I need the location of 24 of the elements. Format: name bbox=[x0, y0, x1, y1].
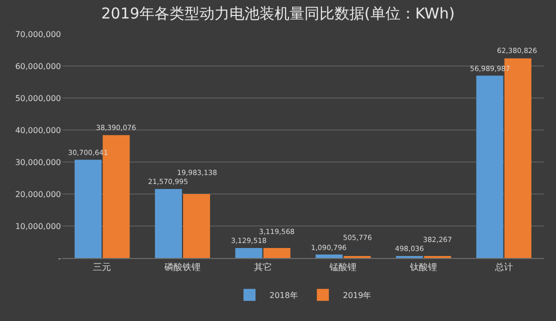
y-tick-label: - bbox=[58, 254, 62, 263]
chart-title: 2019年各类型动力电池装机量同比数据(单位：KWh) bbox=[101, 4, 455, 23]
bar bbox=[154, 188, 182, 258]
bar bbox=[183, 194, 210, 258]
bar bbox=[74, 160, 102, 258]
x-tick-label: 其它 bbox=[254, 262, 272, 273]
bar bbox=[476, 76, 504, 258]
y-tick-label: 60,000,000 bbox=[15, 62, 61, 71]
y-tick-label: 30,000,000 bbox=[15, 158, 61, 167]
bar bbox=[263, 248, 290, 258]
y-tick-label: 10,000,000 bbox=[15, 222, 61, 231]
legend-label: 2018年 bbox=[270, 291, 298, 300]
x-tick-label: 锰酸锂 bbox=[328, 262, 357, 273]
y-tick-label: 40,000,000 bbox=[15, 126, 61, 135]
x-tick-label: 磷酸铁锂 bbox=[164, 262, 200, 273]
x-tick-label: 三元 bbox=[93, 262, 112, 273]
bar bbox=[235, 248, 262, 258]
y-tick-label: 70,000,000 bbox=[15, 30, 61, 39]
x-tick-label: 总计 bbox=[494, 262, 513, 273]
bar bbox=[316, 254, 343, 258]
x-tick-label: 钛酸锂 bbox=[409, 262, 437, 273]
legend-label: 2019年 bbox=[342, 291, 372, 300]
y-tick-label: 50,000,000 bbox=[15, 94, 61, 103]
y-tick-label: 20,000,000 bbox=[15, 190, 61, 199]
